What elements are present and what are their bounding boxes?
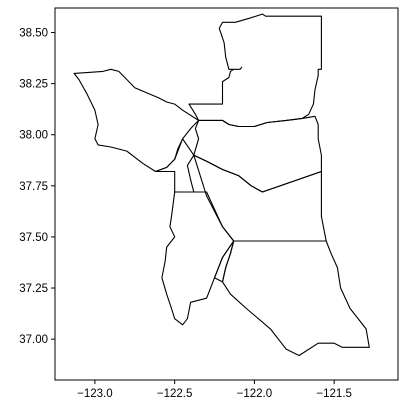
y-axis: 37.00 37.25 37.50 37.75 38.00 38.25 38.50 — [19, 28, 55, 346]
y-tick-label: 37.50 — [19, 232, 48, 244]
region-south — [221, 240, 370, 357]
region-west-central — [154, 138, 195, 193]
region-southwest — [161, 191, 235, 326]
y-tick-label: 38.00 — [19, 130, 48, 142]
region-northwest — [73, 68, 200, 173]
y-tick-label: 37.00 — [19, 334, 48, 346]
y-tick-label: 38.50 — [19, 28, 48, 40]
region-central-east — [193, 115, 322, 193]
x-tick-label: −121.5 — [316, 388, 352, 400]
y-tick-label: 38.25 — [19, 79, 48, 91]
y-tick-label: 37.75 — [19, 181, 48, 193]
x-tick-label: −123.0 — [77, 388, 113, 400]
region-layer — [73, 13, 370, 357]
x-axis: −123.0 −122.5 −122.0 −121.5 — [77, 380, 352, 400]
x-tick-label: −122.5 — [157, 388, 193, 400]
region-south-west-sliver — [213, 240, 235, 283]
y-tick-label: 37.25 — [19, 283, 48, 295]
region-north — [188, 13, 322, 128]
axes-frame — [54, 7, 399, 381]
x-tick-label: −122.0 — [237, 388, 273, 400]
region-east-central — [193, 154, 327, 242]
